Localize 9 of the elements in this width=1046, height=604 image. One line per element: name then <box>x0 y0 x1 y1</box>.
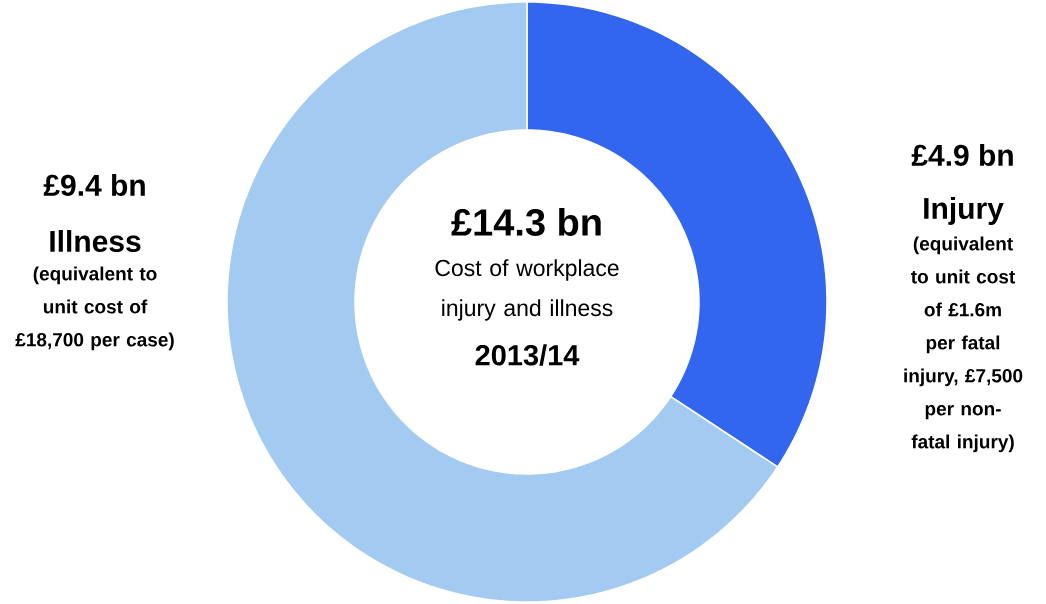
text: £14.3 bn <box>451 208 601 236</box>
data-label: £4.9 bn <box>911 143 1013 167</box>
slice-label: Illness <box>50 229 141 253</box>
text: (equivalent to unit cost of £1.6m per fatal injury, £7,500 per non-fatal injury) <box>904 236 1023 453</box>
text: (equivalent to unit cost of £18,700 per case) <box>15 266 174 351</box>
slice-label: Injury <box>924 197 1004 225</box>
text: Cost of workplace injury and illness <box>435 259 619 321</box>
data-label: £9.4 bn <box>43 173 145 197</box>
text: 2013/14 <box>475 344 580 366</box>
